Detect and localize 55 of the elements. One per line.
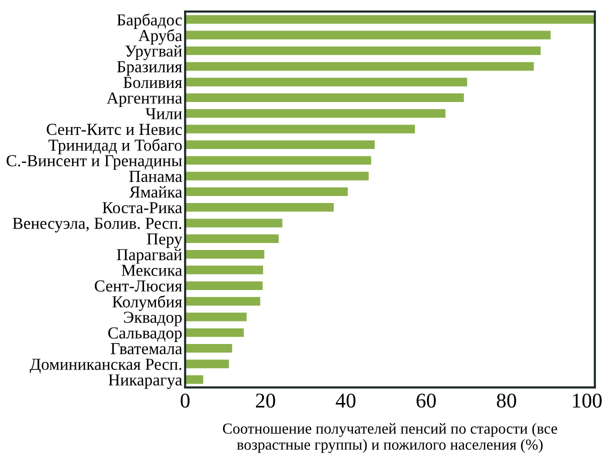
- x-tick-label: 20: [256, 394, 276, 408]
- bar: [185, 46, 541, 56]
- y-tick-label: Гватемала: [110, 343, 182, 354]
- bar: [185, 78, 468, 86]
- bar: [185, 234, 279, 243]
- y-tick-label: Чили: [146, 108, 182, 120]
- y-tick-label: Венесуэла, Болив. Респ.: [12, 218, 182, 232]
- y-tick-label: Панама: [129, 170, 182, 182]
- bar: [185, 156, 372, 165]
- bar: [185, 172, 369, 180]
- bar: [185, 109, 446, 118]
- y-tick-label: Аргентина: [106, 92, 182, 108]
- bar: [185, 30, 551, 40]
- bar: [185, 297, 260, 306]
- y-tick-label: Боливия: [123, 76, 182, 88]
- y-tick-label: Никарагуа: [108, 374, 182, 389]
- y-tick-label: Барбадос: [117, 13, 182, 29]
- bar: [185, 312, 247, 322]
- bar: [185, 281, 263, 290]
- bar: [185, 266, 264, 274]
- bar: [185, 344, 232, 353]
- x-tick-label: 80: [496, 394, 516, 408]
- y-tick-label: Перу: [146, 234, 182, 248]
- y-tick-label: Доминиканская Респ.: [30, 358, 182, 374]
- y-tick-label: Сент-Люсия: [94, 280, 182, 292]
- bar: [185, 124, 415, 134]
- x-tick-label: 0: [180, 394, 190, 408]
- bar: [185, 62, 534, 71]
- x-tick-label: 100: [573, 394, 602, 408]
- bar: [185, 250, 264, 259]
- y-tick-label: Колумбия: [112, 295, 182, 311]
- x-tick-label: 40: [336, 394, 356, 408]
- bar: [185, 187, 348, 196]
- y-tick-label: Уругвай: [125, 45, 182, 60]
- bar: [185, 328, 244, 337]
- bar: [185, 218, 282, 228]
- y-tick-label: С.-Винсент и Гренадины: [6, 155, 182, 170]
- y-tick-label: Аруба: [138, 29, 182, 45]
- bar: [185, 360, 229, 368]
- x-tick-label: 60: [416, 394, 436, 408]
- y-tick-label: Тринидад и Тобаго: [48, 138, 182, 154]
- y-tick-label: Мексика: [122, 264, 182, 276]
- y-tick-label: Бразилия: [117, 61, 182, 76]
- bar: [185, 375, 204, 384]
- bar: [185, 140, 375, 150]
- bar: [185, 203, 334, 212]
- y-tick-label: Сальвадор: [108, 327, 182, 342]
- y-tick-label: Сент-Китс и Невис: [46, 124, 182, 135]
- bar: [185, 15, 595, 24]
- y-tick-label: Эквадор: [124, 312, 182, 326]
- y-tick-label: Ямайка: [129, 186, 182, 198]
- y-tick-label: Парагвай: [116, 248, 182, 264]
- x-axis-title: Соотношение получателей пенсий по старости (все возрастные группы) и пожилого населения (%): [222, 423, 558, 453]
- bar: [185, 93, 464, 102]
- y-tick-label: Коста-Рика: [102, 202, 182, 214]
